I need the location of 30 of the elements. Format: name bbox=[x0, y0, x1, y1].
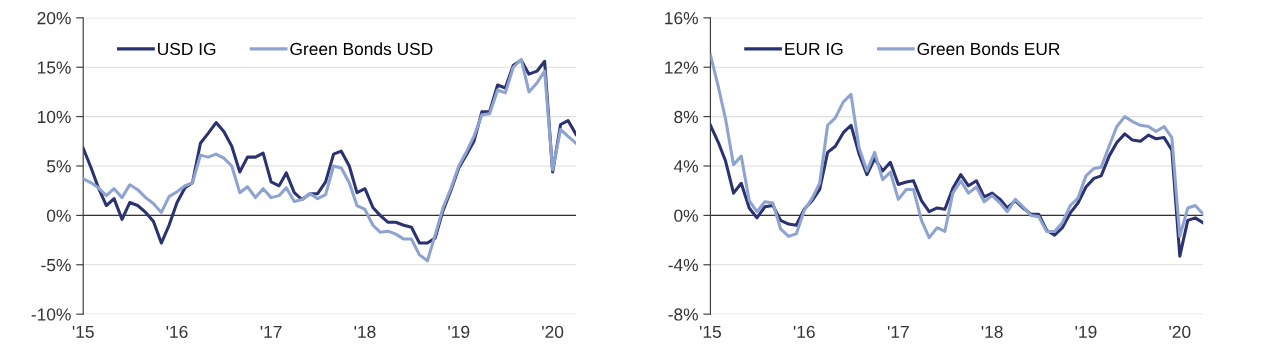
x-tick-label: '19 bbox=[1075, 325, 1097, 339]
x-tick-label: '18 bbox=[981, 325, 1003, 339]
y-tick-label: 4% bbox=[673, 160, 698, 173]
x-tick-label: '20 bbox=[1169, 325, 1191, 339]
x-tick-label: '17 bbox=[260, 325, 282, 338]
x-tick-label: '16 bbox=[793, 325, 815, 339]
x-tick-label: '19 bbox=[448, 325, 470, 339]
x-tick-label: '20 bbox=[542, 325, 564, 339]
y-tick-label: 12% bbox=[665, 61, 698, 74]
legend-label: Green Bonds EUR bbox=[917, 42, 1060, 56]
y-tick-label: 0% bbox=[46, 209, 71, 222]
x-tick-label: '15 bbox=[72, 325, 94, 339]
x-tick-label: '17 bbox=[887, 325, 909, 338]
y-tick-label: 10% bbox=[37, 110, 71, 124]
y-tick-label: 5% bbox=[47, 160, 71, 173]
y-tick-label: -10% bbox=[31, 308, 71, 321]
y-tick-label: 0% bbox=[674, 209, 698, 222]
legend-label: Green Bonds USD bbox=[290, 42, 433, 56]
y-tick-label: -5% bbox=[41, 259, 71, 272]
y-tick-label: -4% bbox=[668, 259, 698, 272]
legend-label: USD IG bbox=[158, 42, 216, 56]
x-tick-label: '15 bbox=[699, 325, 721, 339]
y-tick-label: -8% bbox=[668, 308, 698, 321]
y-tick-label: 8% bbox=[674, 110, 698, 124]
y-tick-label: 15% bbox=[37, 61, 71, 74]
legend-label: EUR IG bbox=[785, 42, 843, 56]
y-tick-label: 20% bbox=[37, 12, 71, 25]
y-tick-label: 16% bbox=[665, 12, 698, 25]
x-tick-label: '18 bbox=[354, 325, 376, 339]
x-tick-label: '16 bbox=[166, 325, 188, 339]
